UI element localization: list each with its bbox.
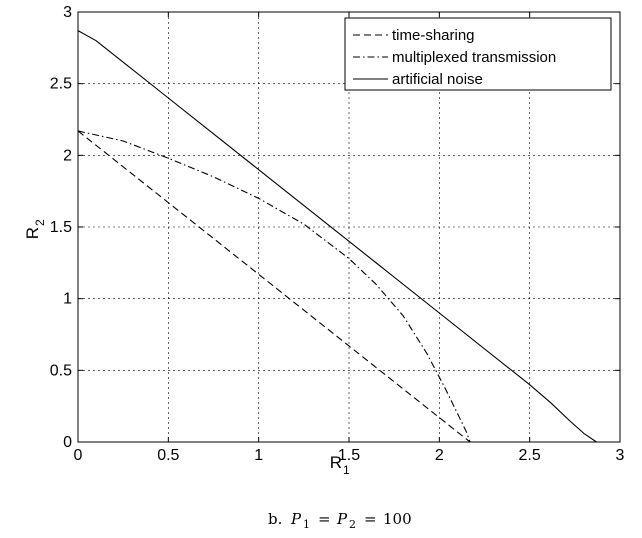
x-axis-label-subscript: 1 [343,463,350,477]
series-layer [77,30,597,443]
x-tick-label: 1 [254,447,263,464]
caption-value: 100 [383,510,412,528]
x-tick-label: 0.5 [157,447,179,464]
ticks [77,11,621,443]
legend: time-sharing multiplexed transmission ar… [344,17,612,91]
caption: b. P 1 = P 2 = 100 [268,510,412,531]
legend-label-time-sharing: time-sharing [392,27,475,44]
caption-equals-1: = [318,510,331,528]
y-tick-label: 2.5 [50,76,72,93]
caption-equals-2: = [364,510,377,528]
y-axis-label-main: R [23,227,42,239]
caption-var-p1: P [290,510,302,528]
x-axis-label: R 1 [330,453,350,477]
x-tick-label: 3 [616,447,625,464]
y-tick-label: 2 [63,147,72,164]
y-tick-label: 1 [63,291,72,308]
caption-subscript-2: 2 [349,518,356,531]
x-tick-label: 0 [74,447,83,464]
caption-subscript-1: 1 [303,518,310,531]
series-line-multiplexed-transmission [77,130,471,443]
series-line-time-sharing [77,130,471,443]
caption-prefix: b. [268,510,282,528]
y-tick-label: 0.5 [50,362,72,379]
y-tick-label: 0 [63,434,72,451]
x-tick-label: 2.5 [519,447,541,464]
legend-box [344,17,612,91]
y-tick-label: 1.5 [50,219,72,236]
tick-labels: 0 0.5 1 1.5 2 2.5 3 0 0.5 1 1.5 2 2.5 3 [50,4,625,464]
caption-var-p2: P [336,510,348,528]
x-tick-label: 2 [435,447,444,464]
legend-label-multiplexed-transmission: multiplexed transmission [392,49,556,66]
legend-label-artificial-noise: artificial noise [392,71,483,88]
y-axis-label-subscript: 2 [33,219,47,226]
x-axis-label-main: R [330,453,342,472]
x-tick-label: 1.5 [338,447,360,464]
series-line-artificial-noise [77,30,597,443]
y-tick-label: 3 [63,4,72,21]
y-axis-label: R 2 [23,219,47,239]
